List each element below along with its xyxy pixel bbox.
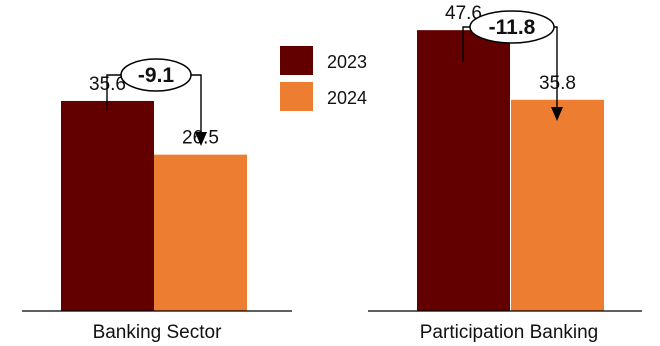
difference-oval-0 — [120, 58, 192, 92]
difference-annotation-1: -11.8 — [462, 10, 563, 121]
bar-2023-1 — [417, 30, 510, 311]
legend: 2023 2024 — [280, 46, 367, 111]
bar-2024-0 — [154, 154, 247, 311]
category-label-1: Participation Banking — [420, 322, 599, 343]
legend-swatch-2024 — [280, 82, 313, 111]
arrow-down-icon — [195, 132, 207, 146]
arrow-down-icon — [551, 107, 563, 121]
panel-0: 35.626.5Banking Sector-9.1 — [22, 58, 292, 343]
legend-label-2023: 2023 — [327, 52, 367, 72]
difference-label-1: -11.8 — [489, 16, 536, 39]
bar-2024-1 — [511, 99, 604, 311]
value-label-2023-1: 47.6 — [445, 3, 482, 24]
bar-2023-0 — [61, 100, 154, 312]
difference-label-0: -9.1 — [138, 64, 175, 87]
difference-oval-1 — [469, 10, 555, 44]
difference-annotation-0: -9.1 — [106, 58, 207, 146]
category-label-0: Banking Sector — [93, 322, 223, 343]
legend-label-2024: 2024 — [327, 88, 367, 108]
legend-swatch-2023 — [280, 46, 313, 75]
